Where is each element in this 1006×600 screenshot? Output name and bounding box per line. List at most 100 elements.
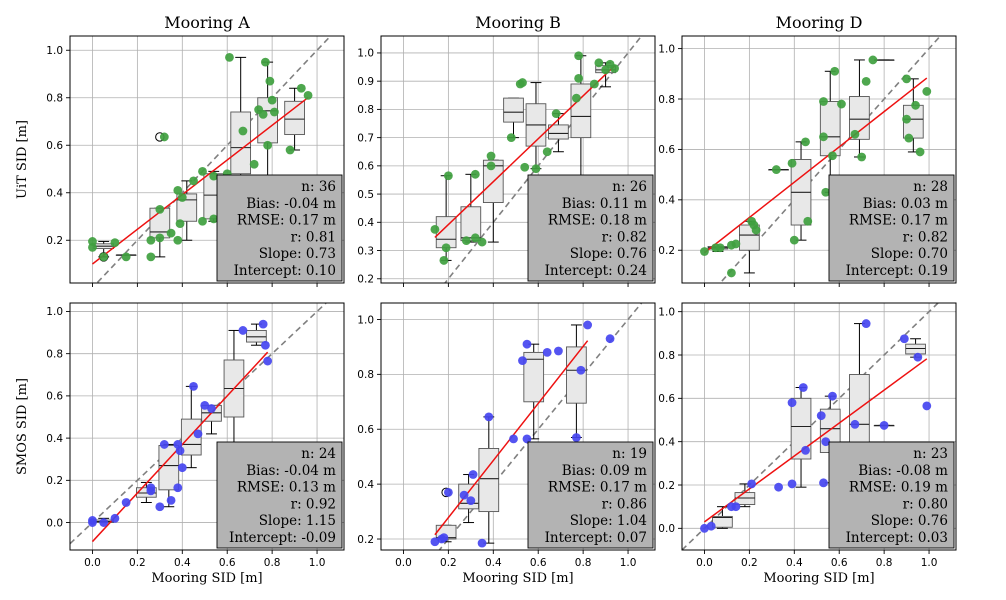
stats-line: Slope: 0.73 <box>259 246 336 262</box>
stats-line: Intercept: 0.03 <box>846 530 948 546</box>
x-tick-label: 0.6 <box>219 557 236 569</box>
data-point <box>155 233 165 243</box>
plot-content <box>430 303 643 550</box>
stats-line: Bias: -0.08 m <box>858 463 948 479</box>
stats-line: n: 23 <box>913 446 948 462</box>
data-point <box>520 162 530 172</box>
data-point <box>285 145 295 155</box>
plot-content <box>430 36 643 283</box>
x-tick-label: 0.4 <box>485 557 502 569</box>
one-to-one-line <box>443 36 643 283</box>
y-tick-label: 0.2 <box>357 274 374 286</box>
axes-frame <box>69 35 345 284</box>
data-point <box>146 483 156 493</box>
y-tick-label: 0.6 <box>357 424 374 436</box>
stats-box-bg <box>216 441 343 549</box>
one-to-one-line <box>70 303 328 545</box>
y-tick-label: 0.2 <box>46 235 63 247</box>
data-point <box>522 434 532 444</box>
y-tick-label: 0.4 <box>46 188 63 200</box>
data-point <box>828 151 837 161</box>
y-tick-label: 0.2 <box>46 475 63 487</box>
data-point <box>509 434 518 444</box>
stats-line: r: 0.81 <box>291 229 336 245</box>
stats-line: Bias: 0.11 m <box>562 196 647 212</box>
regression-line <box>703 77 928 254</box>
one-to-one-line <box>719 36 942 283</box>
data-point <box>574 73 584 83</box>
data-point <box>594 58 604 68</box>
data-point <box>470 169 480 179</box>
plot-content <box>682 303 940 550</box>
box-body <box>435 216 457 249</box>
box-body <box>790 397 812 460</box>
data-point <box>88 516 97 525</box>
data-point <box>269 107 279 117</box>
data-point <box>258 319 268 329</box>
data-point <box>159 132 169 142</box>
data-point <box>787 158 797 168</box>
data-point <box>913 352 923 362</box>
y-tick-label: 0.6 <box>357 161 374 173</box>
data-point <box>263 356 273 366</box>
data-point <box>506 133 516 143</box>
x-tick-label: 0.8 <box>876 557 893 569</box>
y-tick-label: 0.6 <box>658 393 675 405</box>
regression-line <box>434 65 616 238</box>
stats-line: r: 0.86 <box>602 496 647 512</box>
data-point <box>303 90 313 100</box>
data-point <box>443 171 453 181</box>
data-point <box>837 99 846 109</box>
stats-line: Intercept: 0.07 <box>545 530 647 546</box>
y-tick-label: 0.8 <box>658 350 675 362</box>
data-point <box>430 537 440 547</box>
data-point <box>159 440 169 449</box>
data-point <box>296 83 306 93</box>
data-point <box>121 252 131 262</box>
data-point <box>177 193 187 202</box>
data-point <box>819 478 828 488</box>
y-tick-label: 1.0 <box>658 306 675 318</box>
stats-box-bg <box>216 174 343 282</box>
box-body <box>180 418 202 456</box>
stats-line: Intercept: 0.24 <box>545 263 647 279</box>
data-point <box>486 161 496 171</box>
stats-line: RMSE: 0.17 m <box>237 213 336 229</box>
data-point <box>922 401 932 411</box>
data-point <box>189 381 198 391</box>
box-body <box>849 96 870 140</box>
y-tick-label: 0.2 <box>357 534 374 546</box>
box-plot <box>478 416 500 544</box>
data-point <box>803 216 813 226</box>
y-tick-label: 1.0 <box>357 314 374 326</box>
x-tick-label: 0.4 <box>174 557 191 569</box>
stats-line: RMSE: 0.19 m <box>849 480 948 496</box>
stats-line: Slope: 0.76 <box>871 513 948 529</box>
box-plot <box>819 70 841 193</box>
y-tick-label: 0.4 <box>658 195 675 207</box>
y-tick-label: 0.0 <box>46 517 63 529</box>
y-tick-label: 0.8 <box>658 94 675 106</box>
data-point <box>899 334 909 344</box>
data-point <box>459 490 469 500</box>
data-point <box>542 348 552 357</box>
data-point <box>439 256 449 265</box>
y-tick-label: 1.0 <box>658 43 675 55</box>
box-body <box>257 97 278 144</box>
y-tick-label: 0.4 <box>357 217 374 229</box>
stats-line: n: 19 <box>612 446 647 462</box>
data-point <box>518 78 527 87</box>
plot-content <box>700 36 942 283</box>
box-plot <box>548 113 569 153</box>
data-point <box>225 52 234 62</box>
data-point <box>173 185 183 195</box>
stats-line: Intercept: -0.09 <box>229 530 336 546</box>
data-point <box>731 239 741 249</box>
data-point <box>193 429 203 439</box>
data-point <box>477 237 487 247</box>
data-point <box>238 326 248 335</box>
